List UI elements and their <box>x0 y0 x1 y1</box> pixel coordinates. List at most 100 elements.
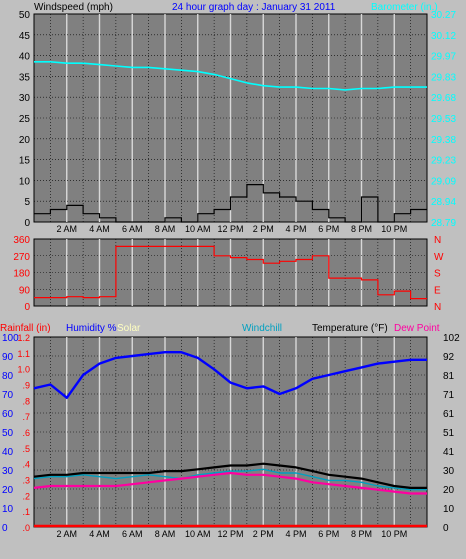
barometer-tick-label: 29.68 <box>431 93 456 104</box>
barometer-tick-label: 29.53 <box>431 114 456 125</box>
windspeed-tick-label: 5 <box>24 197 30 208</box>
temperature-label: Temperature (°F) <box>312 323 388 334</box>
direction-series <box>34 245 427 300</box>
direction-tick-label: 270 <box>13 252 30 263</box>
time-tick-label: 2 AM <box>56 224 77 234</box>
time-tick-label: 6 PM <box>318 224 339 234</box>
barometer-tick-label: 29.09 <box>431 176 456 187</box>
temperature-tick-label: 61 <box>443 409 455 420</box>
temperature-series <box>33 351 427 528</box>
humidity-tick-label: 100 <box>2 333 19 344</box>
rainfall-tick-label: .4 <box>22 460 30 470</box>
rainfall-axis: .0 .1 .2 .3 .4 .5 .6 .7 .8 .9 1.0 1.1 1.2 <box>17 333 30 533</box>
humidity-tick-label: 70 <box>2 390 14 401</box>
compass-tick-label: W <box>434 252 444 263</box>
temperature-tick-label: 51 <box>443 428 455 439</box>
time-tick-label: 10 PM <box>381 529 407 539</box>
wind-series <box>34 60 427 223</box>
humidity-line <box>33 351 427 399</box>
time-tick-label: 8 PM <box>351 224 372 234</box>
compass-tick-label: E <box>434 285 441 296</box>
humidity-label: Humidity % <box>66 323 117 334</box>
windspeed-tick-label: 25 <box>19 114 31 125</box>
time-tick-label: 8 PM <box>351 529 372 539</box>
barometer-line <box>34 60 427 91</box>
windspeed-tick-label: 0 <box>24 218 30 229</box>
temperature-tick-label: 71 <box>443 390 455 401</box>
barometer-right-axis: 28.79 28.94 29.09 29.23 29.38 29.53 29.68 29.83… <box>431 10 456 229</box>
barometer-tick-label: 30.27 <box>431 10 456 21</box>
temperature-line <box>33 462 427 489</box>
humidity-tick-label: 40 <box>2 447 14 458</box>
barometer-tick-label: 29.83 <box>431 72 456 83</box>
windspeed-tick-label: 10 <box>19 176 31 187</box>
time-tick-label: 10 PM <box>381 224 407 234</box>
windspeed-line <box>34 184 427 223</box>
rainfall-tick-label: .7 <box>22 412 30 422</box>
rainfall-tick-label: .5 <box>22 444 30 454</box>
direction-tick-label: 0 <box>24 302 30 313</box>
temperature-tick-label: 81 <box>443 371 455 382</box>
barometer-tick-label: 29.38 <box>431 135 456 146</box>
rainfall-tick-label: .0 <box>22 523 30 533</box>
temperature-tick-label: 92 <box>443 352 455 363</box>
windspeed-tick-label: 40 <box>19 52 31 63</box>
rainfall-tick-label: .8 <box>22 396 30 406</box>
humidity-axis: 0 10 20 30 40 50 60 70 80 90 100 <box>2 333 19 534</box>
wind-time-axis: 2 AM 4 AM 6 AM 8 AM 10 AM 12 PM 2 PM 4 PM 6 PM 8 … <box>56 224 407 234</box>
temperature-right-axis: 0 10 20 30 41 51 61 71 81 92 102 <box>443 333 460 534</box>
direction-tick-label: 90 <box>19 285 31 296</box>
rainfall-tick-label: .2 <box>22 491 30 501</box>
temperature-tick-label: 102 <box>443 333 460 344</box>
rainfall-tick-label: .3 <box>22 476 30 486</box>
humidity-tick-label: 80 <box>2 371 14 382</box>
humidity-tick-label: 30 <box>2 466 14 477</box>
humidity-tick-label: 20 <box>2 485 14 496</box>
dew-point-line <box>33 471 427 495</box>
compass-tick-label: N <box>434 302 441 313</box>
barometer-tick-label: 30.12 <box>431 31 456 42</box>
rainfall-tick-label: 1.2 <box>17 333 30 343</box>
windspeed-tick-label: 35 <box>19 72 31 83</box>
temperature-time-axis: 2 AM 4 AM 6 AM 8 AM 10 AM 12 PM 2 PM 4 PM 6 PM 8 … <box>56 529 407 539</box>
barometer-tick-label: 29.23 <box>431 156 456 167</box>
time-tick-label: 6 AM <box>122 224 143 234</box>
rainfall-tick-label: .6 <box>22 428 30 438</box>
humidity-tick-label: 50 <box>2 428 14 439</box>
time-tick-label: 10 AM <box>185 529 211 539</box>
rainfall-tick-label: 1.0 <box>17 365 30 375</box>
dew-point-label: Dew Point <box>394 323 440 334</box>
temperature-tick-label: 41 <box>443 447 455 458</box>
temperature-tick-label: 30 <box>443 466 455 477</box>
time-tick-label: 8 AM <box>155 529 176 539</box>
time-tick-label: 6 PM <box>318 529 339 539</box>
windspeed-tick-label: 15 <box>19 156 31 167</box>
windspeed-tick-label: 30 <box>19 93 31 104</box>
barometer-tick-label: 28.94 <box>431 197 456 208</box>
time-tick-label: 4 AM <box>89 529 110 539</box>
time-tick-label: 2 AM <box>56 529 77 539</box>
temperature-tick-label: 20 <box>443 485 455 496</box>
windspeed-tick-label: 50 <box>19 10 31 21</box>
time-tick-label: 2 PM <box>253 529 274 539</box>
wind-panel: 0 5 10 15 20 25 30 35 40 45 50 28.79 28.94 29.09 29.2… <box>19 10 457 234</box>
direction-tick-label: 360 <box>13 235 30 246</box>
time-tick-label: 4 PM <box>285 529 306 539</box>
barometer-tick-label: 28.79 <box>431 218 456 229</box>
time-tick-label: 2 PM <box>253 224 274 234</box>
temperature-tick-label: 0 <box>443 523 449 534</box>
time-tick-label: 12 PM <box>217 529 243 539</box>
time-tick-label: 12 PM <box>217 224 243 234</box>
humidity-tick-label: 0 <box>2 523 8 534</box>
rainfall-tick-label: .1 <box>22 507 30 517</box>
time-tick-label: 8 AM <box>155 224 176 234</box>
compass-tick-label: N <box>434 235 441 246</box>
time-tick-label: 6 AM <box>122 529 143 539</box>
direction-left-axis: 0 90 180 270 360 <box>13 235 30 313</box>
time-tick-label: 4 AM <box>89 224 110 234</box>
wind-left-axis: 0 5 10 15 20 25 30 35 40 45 50 <box>19 10 31 229</box>
